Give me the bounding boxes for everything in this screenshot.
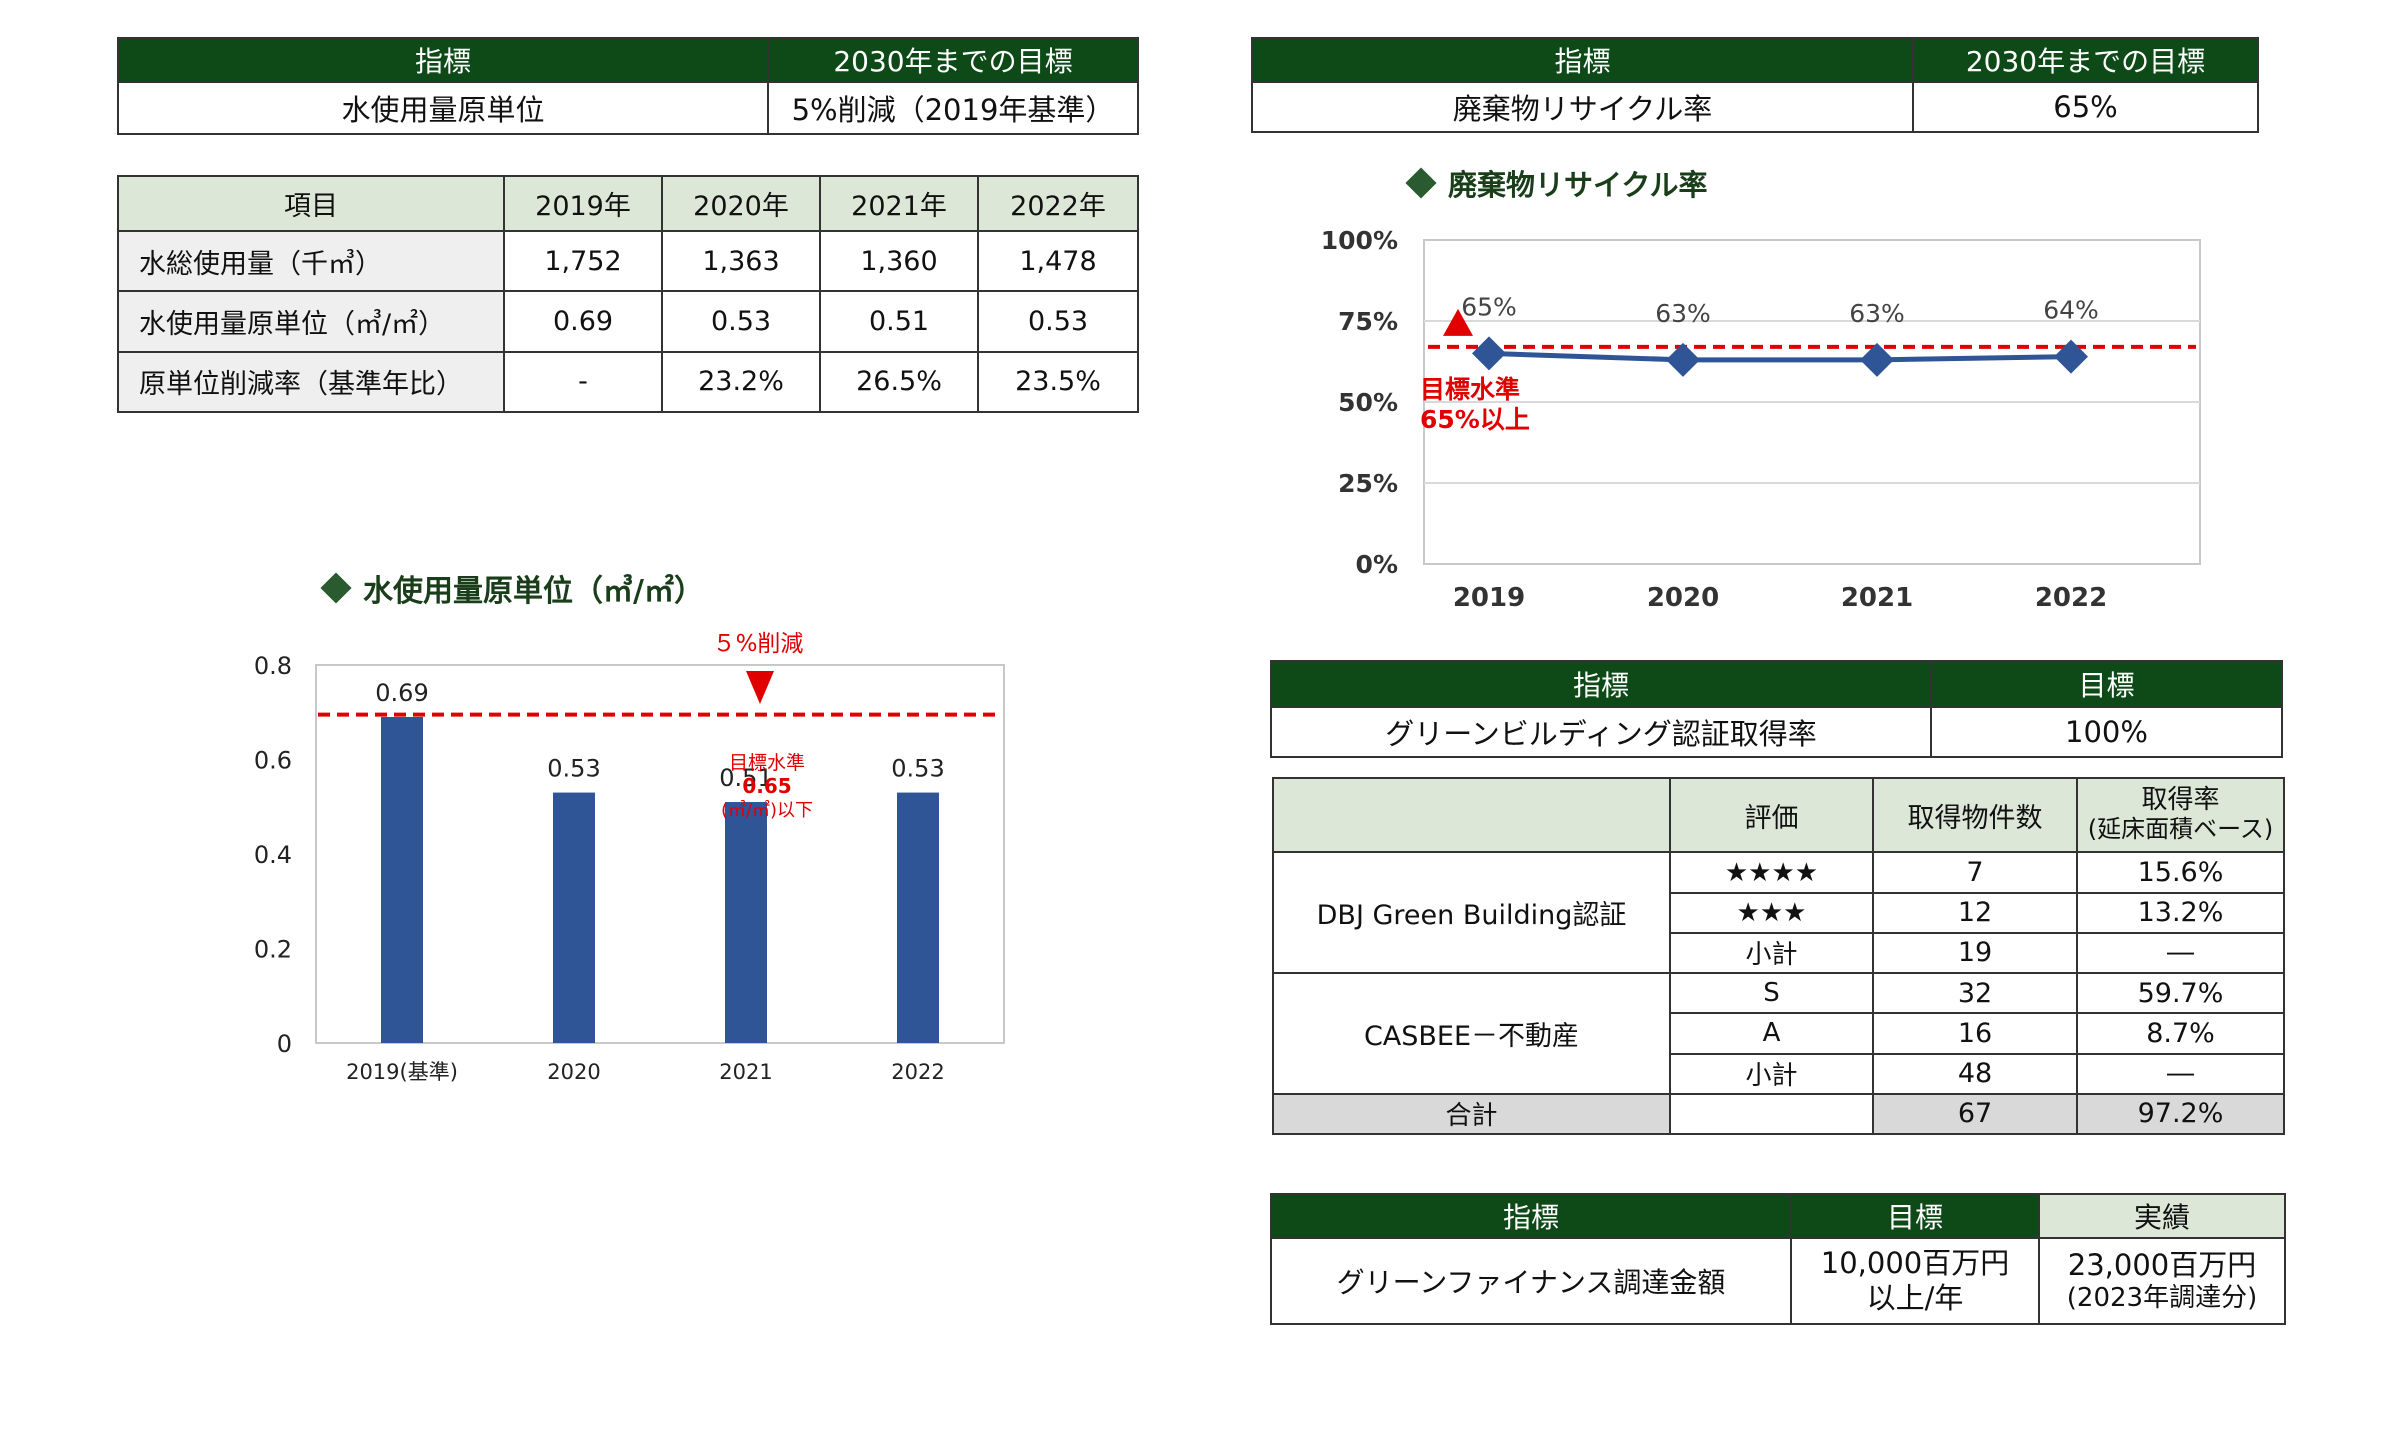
- target-label: 65%以上: [1420, 405, 1530, 434]
- finance-indicator: グリーンファイナンス調達金額: [1270, 1237, 1792, 1325]
- target-label: (㎥/㎡)以下: [721, 799, 813, 821]
- target-marker-icon: [1443, 308, 1473, 336]
- bar: [381, 716, 423, 1043]
- x-tick-label: 2020: [1647, 583, 1719, 613]
- header-2030-target: 2030年までの目標: [1912, 37, 2259, 83]
- y-tick-label: 25%: [1338, 469, 1398, 498]
- col-2021: 2021年: [819, 175, 979, 232]
- green-finance-table: 指標 目標 実績 グリーンファイナンス調達金額 10,000百万円 以上/年 2…: [1270, 1193, 2286, 1325]
- y-tick-label: 0.2: [254, 936, 292, 964]
- table-row: グリーンファイナンス調達金額 10,000百万円 以上/年 23,000百万円 …: [1270, 1237, 2286, 1325]
- col-item: 項目: [117, 175, 505, 232]
- x-tick-label: 2021: [1841, 583, 1913, 613]
- data-point: [1860, 342, 1894, 377]
- header-target: 目標: [1790, 1193, 2040, 1239]
- y-tick-label: 0.8: [254, 652, 292, 680]
- casbee-label: CASBEE－不動産: [1272, 972, 1671, 1095]
- green-building-target-table: 指標 目標 グリーンビルディング認証取得率 100%: [1270, 660, 2283, 758]
- data-point: [1472, 336, 1506, 371]
- data-label: 0.53: [891, 755, 944, 783]
- data-label: 64%: [2043, 296, 2099, 325]
- target-label: 目標水準: [729, 752, 805, 774]
- data-label: 0.69: [375, 679, 428, 707]
- x-tick-label: 2021: [719, 1060, 772, 1084]
- col-2022: 2022年: [977, 175, 1139, 232]
- y-tick-label: 0.4: [254, 841, 292, 869]
- target-value: 100%: [1930, 706, 2283, 758]
- header-acquisition-rate: 取得率 (延床面積ベース): [2076, 776, 2285, 854]
- bar: [897, 792, 939, 1043]
- x-tick-label: 2022: [2035, 583, 2107, 613]
- y-tick-label: 0: [277, 1030, 292, 1058]
- table-row: 水総使用量（千㎥） 1,752 1,363 1,360 1,478: [117, 229, 1139, 293]
- bar: [553, 792, 595, 1043]
- recycle-chart-title: 廃棄物リサイクル率: [1405, 162, 1708, 204]
- indicator-value: 廃棄物リサイクル率: [1251, 81, 1914, 133]
- series-line: [1488, 350, 2072, 363]
- dbj-label: DBJ Green Building認証: [1272, 851, 1671, 975]
- target-value: 65%: [1912, 81, 2259, 133]
- waste-target-table: 指標 2030年までの目標 廃棄物リサイクル率 65%: [1251, 37, 2259, 133]
- finance-actual: 23,000百万円 (2023年調達分): [2038, 1237, 2286, 1325]
- table-row: DBJ Green Building認証 ★★★★ 7 15.6%: [1272, 851, 2285, 975]
- header-actual: 実績: [2038, 1193, 2286, 1239]
- y-tick-label: 100%: [1321, 226, 1398, 255]
- header-rating: 評価: [1669, 776, 1874, 854]
- y-tick-label: 0%: [1356, 550, 1398, 579]
- target-value: 5%削減（2019年基準）: [767, 81, 1139, 135]
- x-tick-label: 2019(基準): [346, 1060, 458, 1084]
- green-building-cert-table: 評価 取得物件数 取得率 (延床面積ベース) DBJ Green Buildin…: [1272, 776, 2285, 1136]
- x-tick-label: 2022: [891, 1060, 944, 1084]
- col-2019: 2019年: [503, 175, 663, 232]
- reduction-label: ５%削減: [713, 631, 804, 657]
- table-row: 小計 19 ―: [1273, 931, 2285, 975]
- indicator-value: 水使用量原単位: [117, 81, 769, 135]
- header-property-count: 取得物件数: [1872, 776, 2078, 854]
- data-label: 0.53: [547, 755, 600, 783]
- table-row: A 16 8.7%: [1273, 1012, 2285, 1055]
- table-row: ★★★ 12 13.2%: [1273, 891, 2285, 934]
- data-point: [1666, 342, 1700, 377]
- bar: [725, 802, 767, 1043]
- header-target: 目標: [1930, 660, 2283, 708]
- table-row: 原単位削減率（基準年比） - 23.2% 26.5% 23.5%: [117, 350, 1139, 414]
- header-2030-target: 2030年までの目標: [767, 37, 1139, 83]
- water-chart-title: 水使用量原単位（㎥/㎡）: [320, 566, 704, 610]
- header-indicator: 指標: [1270, 1193, 1792, 1239]
- data-label: 65%: [1461, 292, 1517, 321]
- col-2020: 2020年: [661, 175, 821, 232]
- target-label: 目標水準: [1420, 375, 1520, 404]
- x-tick-label: 2020: [547, 1060, 600, 1084]
- water-usage-table: 項目 2019年 2020年 2021年 2022年 水総使用量（千㎥） 1,7…: [117, 175, 1139, 414]
- indicator-value: グリーンビルディング認証取得率: [1270, 706, 1932, 758]
- header-blank: [1272, 776, 1671, 854]
- total-row: 合計 67 97.2%: [1272, 1092, 2285, 1136]
- data-point: [2054, 339, 2088, 374]
- table-row: 小計 48 ―: [1273, 1052, 2285, 1095]
- down-arrow-icon: [746, 671, 774, 704]
- data-label: 63%: [1655, 299, 1711, 328]
- target-label: 0.65: [742, 774, 791, 798]
- y-tick-label: 0.6: [254, 747, 292, 775]
- water-target-table: 指標 2030年までの目標 水使用量原単位 5%削減（2019年基準）: [117, 37, 1139, 135]
- header-indicator: 指標: [1251, 37, 1914, 83]
- y-tick-label: 75%: [1338, 307, 1398, 336]
- header-indicator: 指標: [1270, 660, 1932, 708]
- table-row: CASBEE－不動産 S 32 59.7%: [1272, 972, 2285, 1095]
- plot-area: [315, 664, 1005, 1044]
- y-tick-label: 50%: [1338, 388, 1398, 417]
- finance-target: 10,000百万円 以上/年: [1790, 1237, 2040, 1325]
- data-label: 63%: [1849, 299, 1905, 328]
- data-label: 0.51: [719, 764, 772, 792]
- x-tick-label: 2019: [1453, 583, 1525, 613]
- header-indicator: 指標: [117, 37, 769, 83]
- table-row: 水使用量原単位（㎥/㎡） 0.69 0.53 0.51 0.53: [117, 290, 1139, 353]
